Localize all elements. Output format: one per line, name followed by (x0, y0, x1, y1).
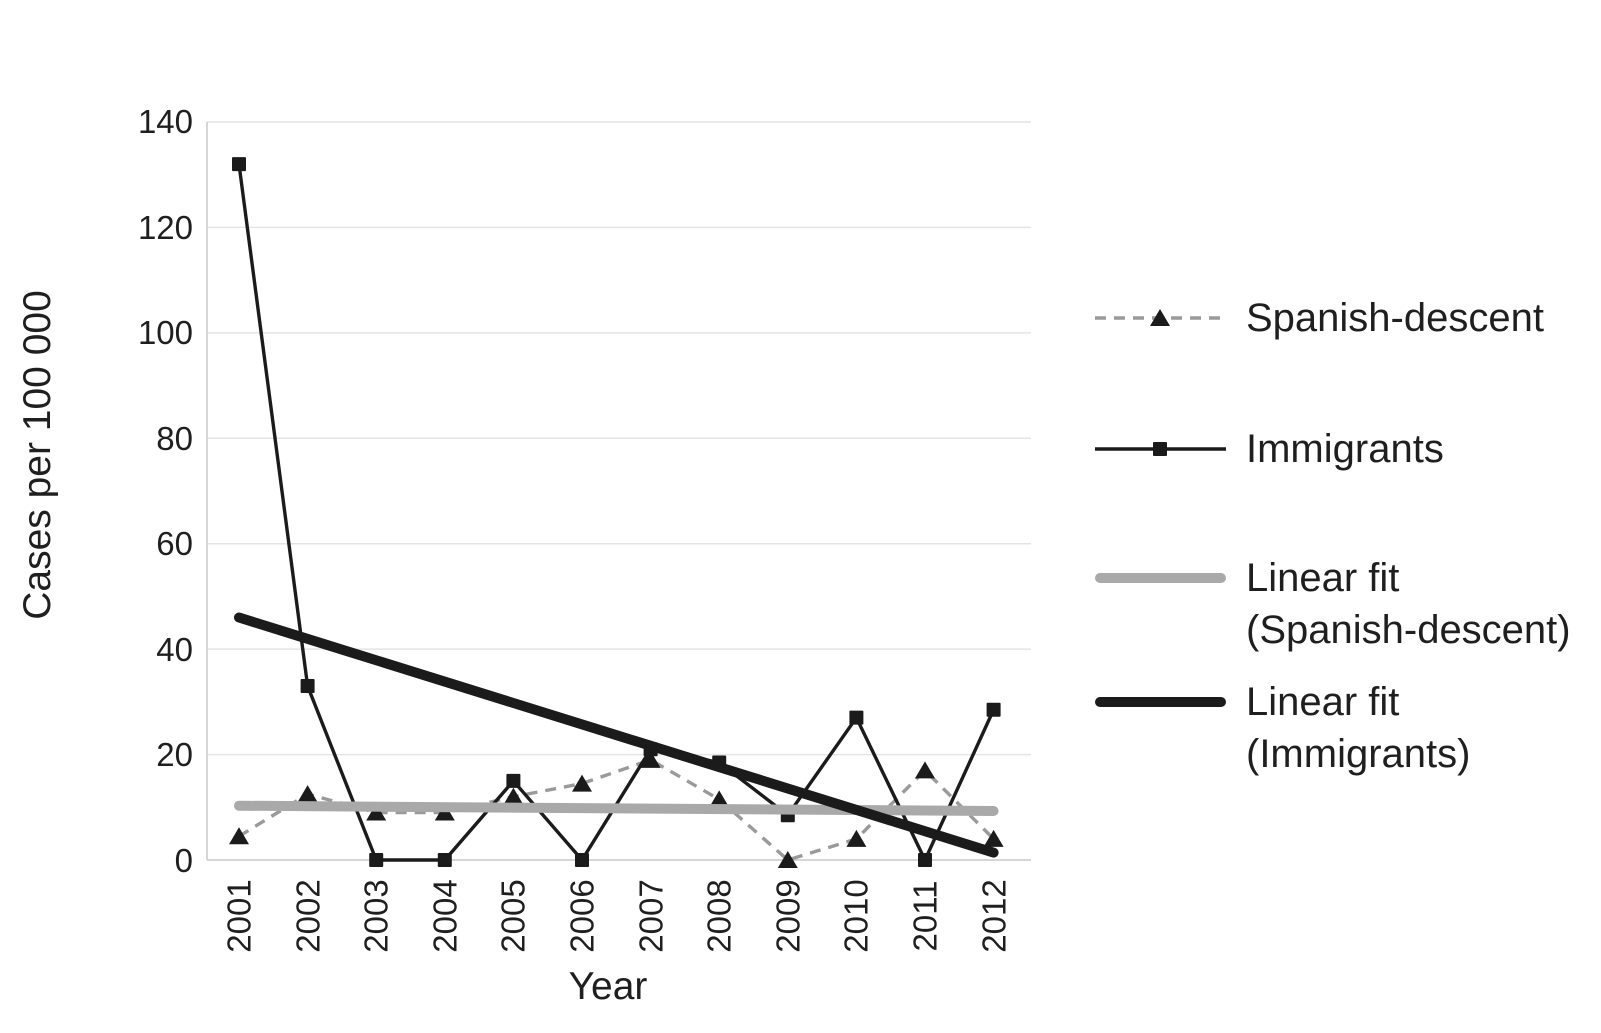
x-tick-2012: 2012 (975, 879, 1013, 953)
x-axis-title: Year (568, 965, 648, 1008)
x-tick-2005: 2005 (494, 879, 532, 953)
thick-black-line-icon (1095, 697, 1226, 707)
x-tick-2004: 2004 (426, 879, 464, 953)
x-tick-2003: 2003 (357, 879, 395, 953)
dashed-line-triangle-marker-icon (1095, 309, 1226, 326)
legend-label-linear-fit-spanish: Linear fit (Spanish-descent) (1246, 556, 1571, 652)
y-tick-120: 120 (137, 209, 193, 246)
legend-label-linear-fit-immigrants: Linear fit (Immigrants) (1246, 680, 1471, 776)
x-tick-2006: 2006 (563, 879, 601, 953)
legend-item-spanish-descent: Spanish-descent (1093, 292, 1544, 344)
x-tick-2008: 2008 (700, 879, 738, 953)
y-tick-0: 0 (174, 842, 193, 879)
legend-label-immigrants: Immigrants (1246, 427, 1444, 471)
y-axis-title: Cases per 100 000 (16, 290, 59, 620)
x-tick-2007: 2007 (632, 879, 670, 953)
legend-item-linear-fit-immigrants: Linear fit (Immigrants) (1093, 676, 1470, 780)
y-tick-100: 100 (137, 314, 193, 351)
x-tick-2010: 2010 (837, 879, 875, 953)
x-tick-2009: 2009 (769, 879, 807, 953)
y-tick-140: 140 (137, 103, 193, 140)
y-tick-80: 80 (156, 420, 193, 457)
thick-gray-line-icon (1095, 573, 1226, 583)
legend-item-linear-fit-spanish: Linear fit (Spanish-descent) (1093, 552, 1571, 656)
solid-line-square-marker-icon (1095, 442, 1226, 456)
y-tick-60: 60 (156, 525, 193, 562)
x-tick-2011: 2011 (906, 880, 944, 952)
y-tick-20: 20 (156, 736, 193, 773)
legend-label-spanish-descent: Spanish-descent (1246, 296, 1544, 340)
legend-item-immigrants: Immigrants (1093, 423, 1444, 475)
x-tick-2001: 2001 (220, 879, 258, 953)
y-tick-40: 40 (156, 631, 193, 668)
x-tick-2002: 2002 (289, 879, 327, 953)
